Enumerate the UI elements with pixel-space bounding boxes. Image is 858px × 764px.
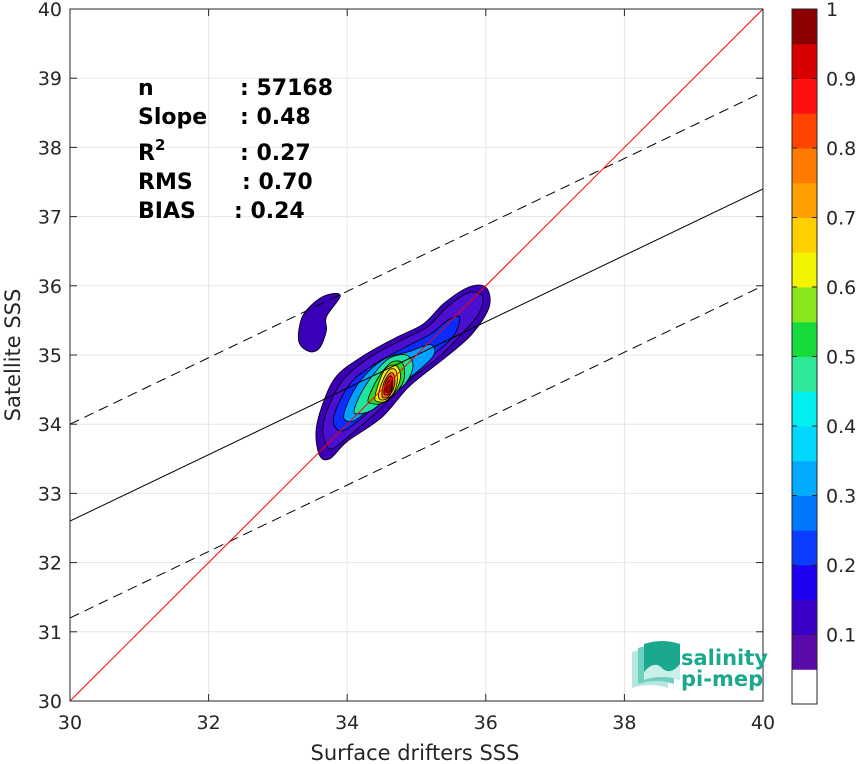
- y-tick-label-8: 38: [38, 137, 62, 159]
- stats-panel: n : 57168 Slope : 0.48 R2 : 0.27 RMS : 0.70 BIAS…: [138, 76, 333, 224]
- y-tick-label-9: 39: [38, 68, 62, 90]
- colorbar-tick-label-7: 0.8: [826, 138, 856, 160]
- colorbar-tick-label-6: 0.7: [826, 208, 856, 230]
- colorbar-tick-label-2: 0.3: [826, 486, 856, 508]
- colorbar-ticks: 0.1 0.2 0.3 0.4 0.5 0.6 0.7 0.8 0.9 1: [792, 0, 856, 647]
- contour-level-0-blob-0: [297, 293, 341, 353]
- colorbar-swatch-3: [792, 565, 817, 601]
- colorbar-swatch-0: [792, 669, 817, 705]
- y-tick-label-1: 31: [38, 622, 62, 644]
- salinity-pi-mep-logo: salinity pi-mep: [632, 641, 768, 691]
- stat-label-4: BIAS: [138, 199, 196, 224]
- colorbar-swatch-7: [792, 426, 817, 462]
- y-tick-label-6: 36: [38, 276, 62, 298]
- colorbar-swatch-10: [792, 321, 817, 357]
- x-tick-label-4: 38: [612, 712, 636, 734]
- x-axis-ticks: 30 32 34 36 38 40: [58, 9, 775, 734]
- colorbar-tick-label-4: 0.5: [826, 347, 856, 369]
- fit-band-lower-line: [69, 285, 764, 619]
- x-tick-label-1: 32: [197, 712, 221, 734]
- colorbar-swatch-8: [792, 391, 817, 427]
- colorbar-swatch-6: [792, 460, 817, 496]
- stat-value-1: : 0.48: [240, 105, 311, 130]
- colorbar-tick-label-8: 0.9: [826, 69, 856, 91]
- colorbar-swatch-14: [792, 182, 817, 218]
- y-tick-label-7: 37: [38, 207, 62, 229]
- regression-lines: [69, 8, 764, 702]
- stat-label-1: Slope: [138, 105, 207, 130]
- colorbar-swatch-9: [792, 356, 817, 392]
- colorbar-swatch-11: [792, 287, 817, 323]
- colorbar-swatch-16: [792, 113, 817, 149]
- x-tick-label-0: 30: [58, 712, 82, 734]
- colorbar-swatch-17: [792, 78, 817, 114]
- colorbar-tick-label-3: 0.4: [826, 416, 856, 438]
- colorbar-swatch-4: [792, 530, 817, 566]
- y-tick-label-4: 34: [38, 414, 62, 436]
- colorbar-swatch-13: [792, 217, 817, 253]
- colorbar: [791, 8, 818, 705]
- y-tick-label-10: 40: [38, 0, 62, 21]
- x-axis-label: Surface drifters SSS: [311, 741, 520, 764]
- identity-line: [69, 8, 764, 702]
- y-axis-label: Satellite SSS: [1, 289, 25, 422]
- stat-value-2: : 0.27: [240, 141, 311, 166]
- x-tick-label-2: 34: [335, 712, 359, 734]
- density-contours: [297, 284, 491, 461]
- fit-band-upper-line: [69, 91, 764, 425]
- y-tick-label-5: 35: [38, 345, 62, 367]
- x-tick-label-5: 40: [751, 712, 775, 734]
- y-axis-ticks: 30 31 32 33 34 35 36 37 38 39 40: [38, 0, 763, 713]
- colorbar-swatch-2: [792, 599, 817, 635]
- stat-value-4: : 0.24: [234, 199, 305, 224]
- y-tick-label-2: 32: [38, 553, 62, 575]
- x-tick-label-3: 36: [474, 712, 498, 734]
- colorbar-tick-label-0: 0.1: [826, 625, 856, 647]
- logo-line2: pi-mep: [681, 667, 763, 691]
- logo-line1: salinity: [681, 646, 768, 670]
- stat-value-3: : 0.70: [242, 170, 313, 195]
- colorbar-tick-label-1: 0.2: [826, 555, 856, 577]
- y-tick-label-3: 33: [38, 483, 62, 505]
- colorbar-swatch-1: [792, 634, 817, 670]
- y-tick-label-0: 30: [38, 691, 62, 713]
- colorbar-swatch-18: [792, 43, 817, 79]
- colorbar-swatch-15: [792, 148, 817, 184]
- stat-label-0: n: [138, 76, 154, 101]
- colorbar-tick-label-5: 0.6: [826, 277, 856, 299]
- stat-label-3: RMS: [138, 170, 193, 195]
- colorbar-swatch-12: [792, 252, 817, 288]
- colorbar-tick-label-9: 1: [826, 0, 838, 21]
- stat-label-2: R2: [138, 136, 165, 166]
- stat-sup-2: 2: [155, 136, 165, 154]
- logo-mark-icon: [632, 641, 680, 688]
- stat-value-0: : 57168: [240, 76, 333, 101]
- colorbar-swatch-19: [792, 9, 817, 45]
- colorbar-swatch-5: [792, 495, 817, 531]
